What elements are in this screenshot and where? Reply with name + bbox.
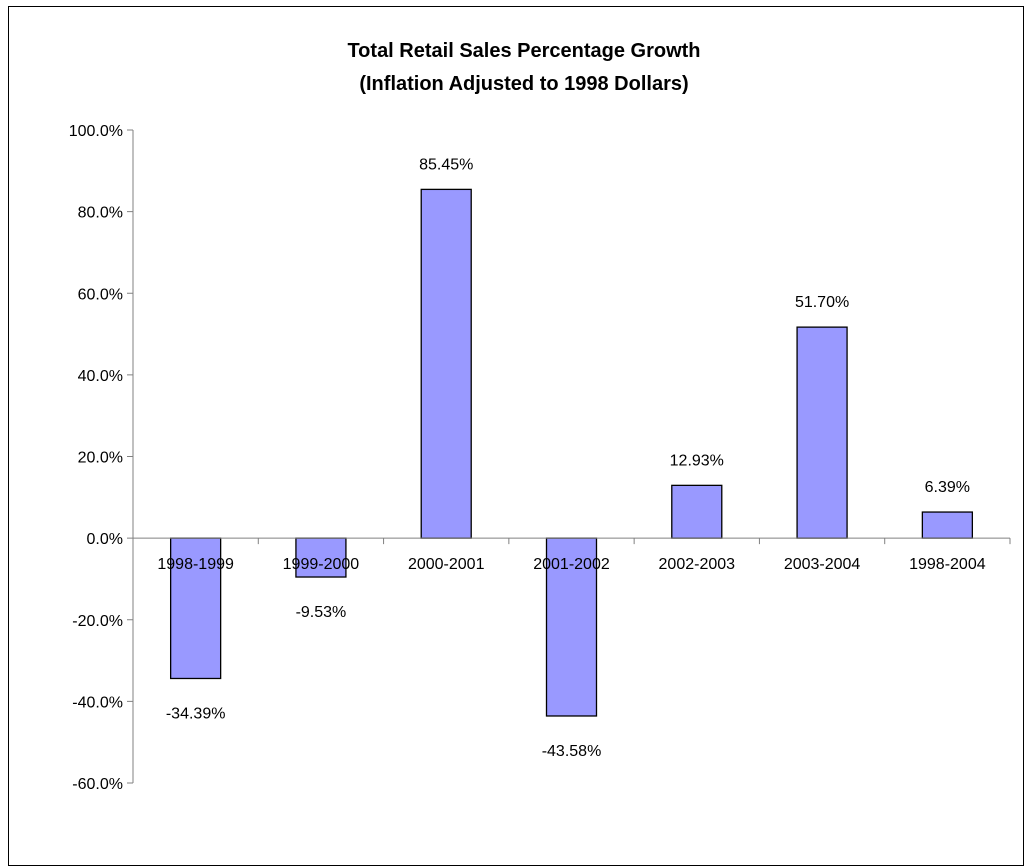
chart-title: Total Retail Sales Percentage Growth [347,40,700,62]
x-tick-label: 1998-1999 [157,556,234,573]
y-tick-label: 80.0% [78,205,123,222]
data-label: 12.93% [670,452,724,469]
y-tick-label: -60.0% [72,776,123,793]
data-label: -34.39% [166,705,226,722]
plot-area: 100.0% 80.0% 60.0% 40.0% 20.0% 0.0% -20.0% -40.… [69,123,1011,793]
data-label: -43.58% [542,743,602,760]
x-tick-label: 2000-2001 [408,556,485,573]
data-label: 6.39% [925,479,970,496]
y-tick-label: -20.0% [72,613,123,630]
bar [169,537,222,680]
data-label: 85.45% [419,156,473,173]
x-tick-label: 2002-2003 [659,556,736,573]
chart-subtitle: (Inflation Adjusted to 1998 Dollars) [359,73,688,95]
data-label: 51.70% [795,294,849,311]
bar [420,188,472,539]
bar [545,537,598,717]
chart-frame [8,6,1024,866]
y-tick-label: 60.0% [78,286,123,303]
x-tick-label: 2001-2002 [533,556,610,573]
x-tick-label: 1999-2000 [283,556,360,573]
bar [796,326,848,539]
x-tick-label: 2003-2004 [784,556,861,573]
y-tick-label: 40.0% [78,368,123,385]
y-tick-label: 0.0% [87,531,123,548]
y-tick-label: 20.0% [78,450,123,467]
y-tick-label: 100.0% [69,123,123,140]
y-tick-label: -40.0% [72,694,123,711]
bar [671,484,723,539]
data-label: -9.53% [296,604,347,621]
x-tick-label: 1998-2004 [909,556,986,573]
bar [921,511,974,539]
bar [295,537,347,578]
